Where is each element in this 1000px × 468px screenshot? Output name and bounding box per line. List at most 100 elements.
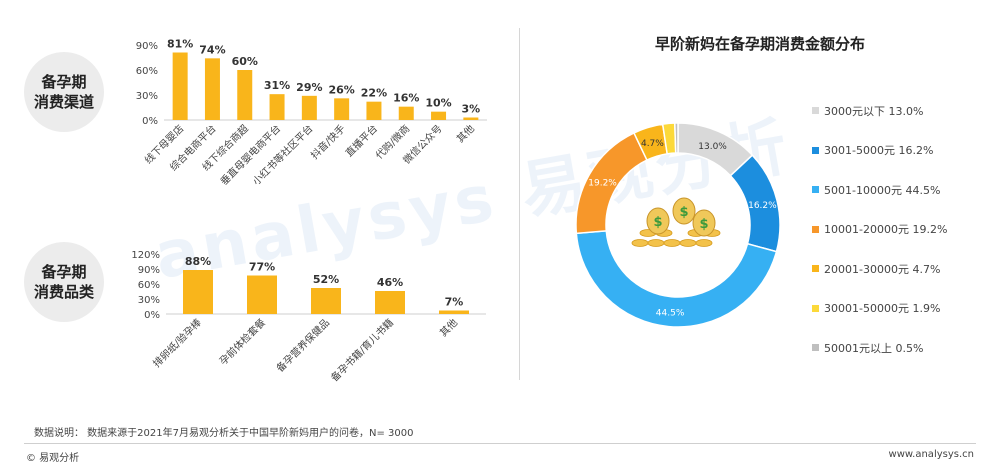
coin-stack	[679, 239, 697, 247]
bar	[237, 70, 253, 120]
legend-swatch	[812, 304, 819, 312]
bar	[375, 291, 405, 314]
section-label-product: 备孕期 消费品类	[24, 242, 104, 322]
legend-item: 3001-5000元 16.2%	[812, 144, 947, 157]
category-label: 备孕营养保健品	[273, 316, 332, 375]
y-tick-label: 90%	[138, 265, 160, 276]
dollar-sign: $	[679, 205, 688, 220]
bar	[269, 94, 285, 120]
bar	[247, 275, 277, 314]
slice-label: 44.5%	[656, 309, 685, 319]
legend-label: 3000元以下 13.0%	[824, 104, 924, 118]
panel-divider	[519, 28, 520, 380]
y-tick-label: 120%	[131, 250, 160, 261]
legend-item: 10001-20000元 19.2%	[812, 223, 947, 236]
bar-value-label: 88%	[185, 255, 211, 268]
donut-slice	[674, 122, 679, 154]
y-tick-label: 60%	[136, 66, 158, 77]
y-tick-label: 90%	[136, 41, 158, 52]
y-tick-label: 0%	[142, 116, 158, 127]
dollar-sign: $	[699, 217, 708, 232]
slice-label: 13.0%	[698, 142, 727, 152]
slice-label: 19.2%	[588, 179, 617, 189]
money-bag-icon: $ $ $	[631, 197, 721, 247]
legend-label: 20001-30000元 4.7%	[824, 262, 941, 276]
category-label: 其他	[437, 316, 460, 339]
category-label: 孕前体检套餐	[217, 316, 269, 368]
coin-stack	[631, 239, 649, 247]
legend-label: 10001-20000元 19.2%	[824, 223, 948, 236]
legend-swatch	[812, 107, 819, 114]
bar	[431, 111, 447, 120]
y-tick-label: 60%	[138, 280, 160, 291]
bar-value-label: 31%	[264, 79, 290, 92]
category-label: 抖音/快手	[308, 122, 348, 162]
bar-value-label: 10%	[425, 97, 451, 110]
spending-donut-chart: 13.0% 16.2% 44.5% 19.2% 4.7% $ $ $	[575, 122, 781, 328]
bar-value-label: 26%	[328, 83, 354, 96]
bar	[172, 52, 188, 120]
slice-label: 4.7%	[641, 139, 664, 149]
slice-label: 16.2%	[748, 201, 777, 211]
legend-swatch	[812, 344, 819, 351]
bar-value-label: 46%	[377, 276, 403, 289]
footer-copyright: © 易观分析	[26, 453, 80, 464]
y-tick-label: 0%	[144, 310, 160, 321]
bar-value-label: 81%	[167, 38, 193, 51]
bar	[334, 98, 350, 120]
footer-website: www.analysys.cn	[888, 449, 974, 460]
money-bag	[672, 197, 696, 225]
bar	[463, 117, 479, 120]
legend-swatch	[812, 225, 819, 233]
bar	[183, 270, 213, 314]
bar	[439, 310, 469, 314]
bar-value-label: 22%	[361, 87, 387, 100]
section-label-line: 备孕期	[41, 73, 87, 91]
bar	[366, 101, 382, 120]
bar-value-label: 74%	[199, 43, 225, 56]
product-bar-chart: 120% 90% 60% 30% 0% 88% 排卵纸/验孕棒 77% 孕前体检套餐 52% 备孕营…	[131, 250, 486, 384]
channel-bar-chart: 90%60%30%0%81%线下母婴店74%综合电商平台60%线下综合商超31%…	[136, 38, 487, 188]
category-label: 小红书等社区平台	[250, 122, 316, 188]
bar	[398, 106, 414, 120]
coin-stack	[647, 239, 665, 247]
bar-value-label: 16%	[393, 92, 419, 105]
donut-legend: 3000元以下 13.0% 3001-5000元 16.2% 5001-10000元…	[812, 104, 947, 381]
legend-label: 3001-5000元 16.2%	[824, 144, 934, 157]
category-label: 其他	[454, 122, 477, 145]
legend-swatch	[812, 146, 819, 154]
bar-value-label: 3%	[462, 103, 481, 116]
donut-slice	[575, 230, 778, 328]
legend-swatch	[812, 265, 819, 272]
bar-value-label: 52%	[313, 273, 339, 286]
legend-item: 5001-10000元 44.5%	[812, 183, 947, 197]
bar-value-label: 60%	[232, 55, 258, 68]
category-label: 垂直母婴电商平台	[217, 122, 283, 188]
section-label-channel: 备孕期 消费渠道	[24, 52, 104, 132]
bar	[301, 95, 317, 120]
bar-value-label: 29%	[296, 81, 322, 94]
money-bag	[692, 209, 716, 237]
y-tick-label: 30%	[138, 295, 160, 306]
section-label-line: 备孕期	[41, 263, 87, 281]
money-bag	[646, 207, 670, 235]
legend-item: 20001-30000元 4.7%	[812, 262, 947, 276]
legend-label: 5001-10000元 44.5%	[824, 183, 941, 197]
legend-item: 50001元以上 0.5%	[812, 341, 947, 355]
legend-item: 3000元以下 13.0%	[812, 104, 947, 118]
legend-label: 30001-50000元 1.9%	[824, 302, 941, 315]
bar	[204, 58, 220, 120]
legend-label: 50001元以上 0.5%	[824, 341, 924, 355]
coin-stack	[695, 239, 713, 247]
legend-swatch	[812, 186, 819, 193]
data-footnote: 数据说明： 数据来源于2021年7月易观分析关于中国早阶新妈用户的问卷，N= 3…	[34, 428, 414, 439]
donut-chart-title: 早阶新妈在备孕期消费金额分布	[654, 35, 865, 53]
category-label: 排卵纸/验孕棒	[150, 316, 204, 370]
y-tick-label: 30%	[136, 91, 158, 102]
bar	[311, 288, 341, 314]
section-label-line: 消费品类	[33, 283, 94, 301]
category-label: 备孕书籍/育儿书籍	[328, 316, 396, 384]
legend-item: 30001-50000元 1.9%	[812, 302, 947, 315]
dollar-sign: $	[653, 215, 662, 230]
section-label-line: 消费渠道	[33, 93, 94, 111]
